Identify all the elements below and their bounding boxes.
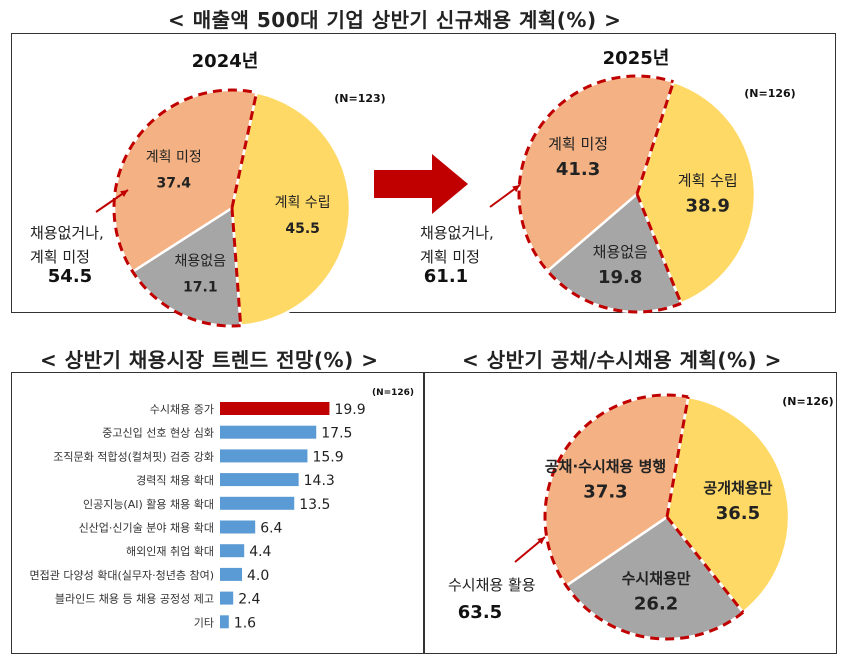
annotation-label: 수시채용 활용 xyxy=(448,576,536,594)
slice-label: 공개채용만 xyxy=(703,479,772,497)
slice-value: 41.3 xyxy=(556,159,600,180)
right-arrow-icon xyxy=(374,154,468,214)
pie-slice xyxy=(635,80,757,306)
slice-label: 계획 수립 xyxy=(275,195,331,211)
sample-size-label: (N=126) xyxy=(782,395,833,408)
bar xyxy=(220,520,256,534)
annotation-label: 채용없거나, xyxy=(420,224,494,242)
bar xyxy=(220,449,308,463)
bar-value-label: 13.5 xyxy=(299,497,330,513)
annotation-label: 계획 미정 xyxy=(420,248,480,266)
sample-size-label: (N=126) xyxy=(744,87,795,100)
annotation-value: 63.5 xyxy=(458,602,502,623)
bar xyxy=(220,496,295,510)
slice-label: 채용없음 xyxy=(593,243,648,261)
bar xyxy=(220,402,330,415)
bar xyxy=(220,544,245,558)
bar-value-label: 17.5 xyxy=(321,426,352,442)
group-outline xyxy=(665,396,690,518)
bar-value-label: 14.3 xyxy=(304,473,335,489)
slice-label: 계획 미정 xyxy=(146,150,202,166)
category-label: 면접관 다양성 확대(실무자·청년층 참여) xyxy=(30,569,215,582)
bar-value-label: 4.0 xyxy=(247,568,269,584)
bar xyxy=(220,591,234,605)
group-outline xyxy=(517,74,682,314)
slice-label: 계획 미정 xyxy=(548,135,608,153)
slice-label: 수시채용만 xyxy=(622,569,691,587)
top-chart-title: < 매출액 500대 기업 상반기 신규채용 계획(%) > xyxy=(168,8,622,32)
category-label: 경력직 채용 확대 xyxy=(136,474,214,487)
bar xyxy=(220,615,229,629)
pie-slice xyxy=(112,88,259,274)
trend-bar-chart: 수시채용 증가 19.9 중고신입 선호 현상 심화 17.5 조직문화 적합성(컬쳐핏… xyxy=(30,388,415,631)
slice-value: 38.9 xyxy=(686,196,730,217)
group-outline xyxy=(635,193,683,304)
category-label: 기타 xyxy=(194,616,214,629)
slice-label: 채용없음 xyxy=(175,253,227,269)
bar-value-label: 15.9 xyxy=(312,449,343,465)
arrowhead-icon xyxy=(537,537,545,545)
arrowhead-icon xyxy=(512,185,520,193)
slice-value: 45.5 xyxy=(285,221,320,237)
bar-value-label: 19.9 xyxy=(334,402,365,418)
slice-value: 36.5 xyxy=(716,503,760,524)
hiring-type-panel xyxy=(423,372,837,654)
category-label: 인공지능(AI) 활용 채용 확대 xyxy=(83,497,214,511)
group-outline xyxy=(665,516,745,614)
bar xyxy=(220,567,242,581)
category-label: 중고신입 선호 현상 심화 xyxy=(102,427,214,440)
bar-value-label: 6.4 xyxy=(260,521,282,537)
category-label: 블라인드 채용 등 채용 공정성 제고 xyxy=(55,593,214,606)
group-outline xyxy=(230,207,243,326)
hiring-type-chart-title: < 상반기 공채/수시채용 계획(%) > xyxy=(462,348,782,372)
bar xyxy=(220,425,317,439)
trend-panel xyxy=(11,372,425,654)
bar-value-label: 4.4 xyxy=(249,544,271,560)
group-outline xyxy=(635,81,675,195)
arrowhead-icon xyxy=(120,190,128,197)
annotation-value: 61.1 xyxy=(424,266,468,287)
sample-size-label: (N=126) xyxy=(372,388,414,398)
bar-value-label: 1.6 xyxy=(234,615,256,631)
slice-value: 37.3 xyxy=(583,481,627,502)
annotation-value: 54.5 xyxy=(48,266,92,287)
group-outline xyxy=(230,92,259,209)
pie-slice xyxy=(665,395,791,615)
pie-chart-2024: 계획 수립 45.5 채용없음 17.1 계획 미정 37.4 2024년 (N=123) 채용… xyxy=(30,51,386,328)
slice-value: 17.1 xyxy=(183,279,218,295)
annotation-label: 계획 미정 xyxy=(30,248,90,266)
category-label: 수시채용 증가 xyxy=(150,403,214,416)
trend-chart-title: < 상반기 채용시장 트렌드 전망(%) > xyxy=(40,348,379,372)
pie-chart-2025: 계획 수립 38.9 채용없음 19.8 계획 미정 41.3 2025년 (N=126) 채용… xyxy=(420,48,796,314)
pie-slice xyxy=(230,91,352,328)
category-label: 신산업·신기술 분야 채용 확대 xyxy=(79,522,214,535)
group-outline xyxy=(543,393,745,641)
top-panel xyxy=(11,33,836,313)
slice-value: 26.2 xyxy=(634,593,678,614)
pie-chart-hiring-type: 공개채용만 36.5 수시채용만 26.2 공채·수시채용 병행 37.3 (N=126) 수… xyxy=(448,393,834,641)
sample-size-label: (N=123) xyxy=(334,92,385,105)
slice-label: 공채·수시채용 병행 xyxy=(545,457,666,475)
slice-value: 37.4 xyxy=(157,176,192,192)
pie-title: 2025년 xyxy=(603,48,670,69)
pie-title: 2024년 xyxy=(192,51,259,72)
bar xyxy=(220,473,299,487)
slice-label: 계획 수립 xyxy=(678,172,738,190)
slice-value: 19.8 xyxy=(598,267,642,288)
annotation-label: 채용없거나, xyxy=(30,224,104,242)
category-label: 해외인재 취업 확대 xyxy=(126,544,214,558)
bar-value-label: 2.4 xyxy=(238,592,260,608)
category-label: 조직문화 적합성(컬쳐핏) 검증 강화 xyxy=(53,450,214,463)
